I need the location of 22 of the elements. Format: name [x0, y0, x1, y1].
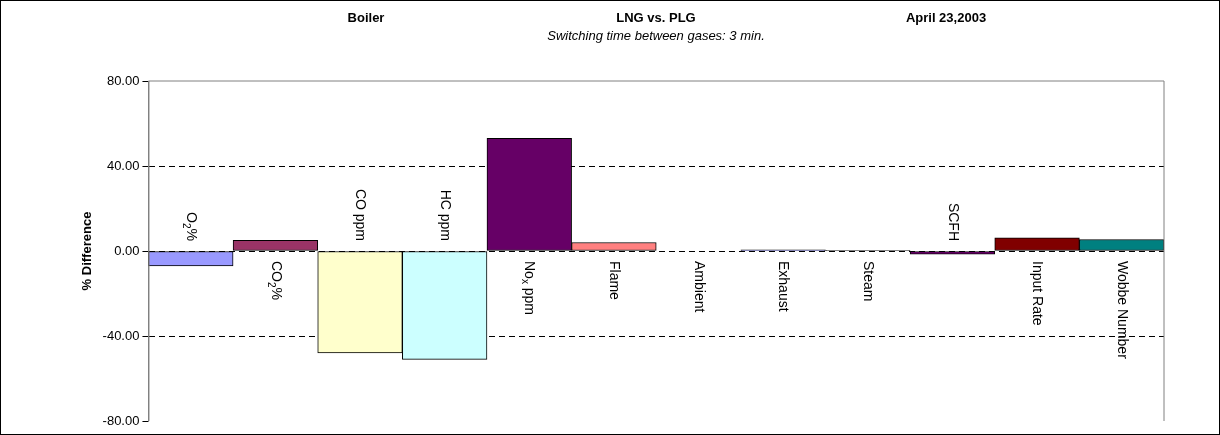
x-tick-label: HC ppm	[437, 189, 454, 242]
x-tick-label: CO2%	[265, 261, 285, 301]
x-tick-label: CO ppm	[353, 188, 370, 241]
chart-subtitle: Switching time between gases: 3 min.	[547, 28, 765, 43]
x-tick-label: Ambient	[691, 261, 708, 313]
y-tick-label: 0.00	[114, 242, 140, 258]
y-axis-title: % Difference	[79, 211, 95, 291]
y-tick-label: 40.00	[106, 157, 140, 173]
text: Boiler	[347, 10, 385, 25]
x-tick-label: Exhaust	[776, 261, 793, 312]
x-tick-label: Nox ppm	[519, 261, 539, 316]
x-tick-label: SCFH	[945, 202, 962, 242]
x-tick-label: Steam	[860, 261, 877, 302]
chart-title: LNG vs. PLG	[616, 10, 696, 25]
y-tick-label: 80.00	[106, 72, 140, 88]
y-tick-label: -40.00	[102, 327, 140, 343]
x-tick-label: Flame	[607, 261, 624, 301]
x-tick-label: O2%	[181, 212, 200, 241]
x-tick-label: Wobbe Number	[1114, 261, 1131, 360]
text: April 23,2003	[905, 10, 987, 25]
y-tick-label: -80.00	[102, 412, 140, 428]
x-tick-label: Input Rate	[1030, 261, 1047, 326]
